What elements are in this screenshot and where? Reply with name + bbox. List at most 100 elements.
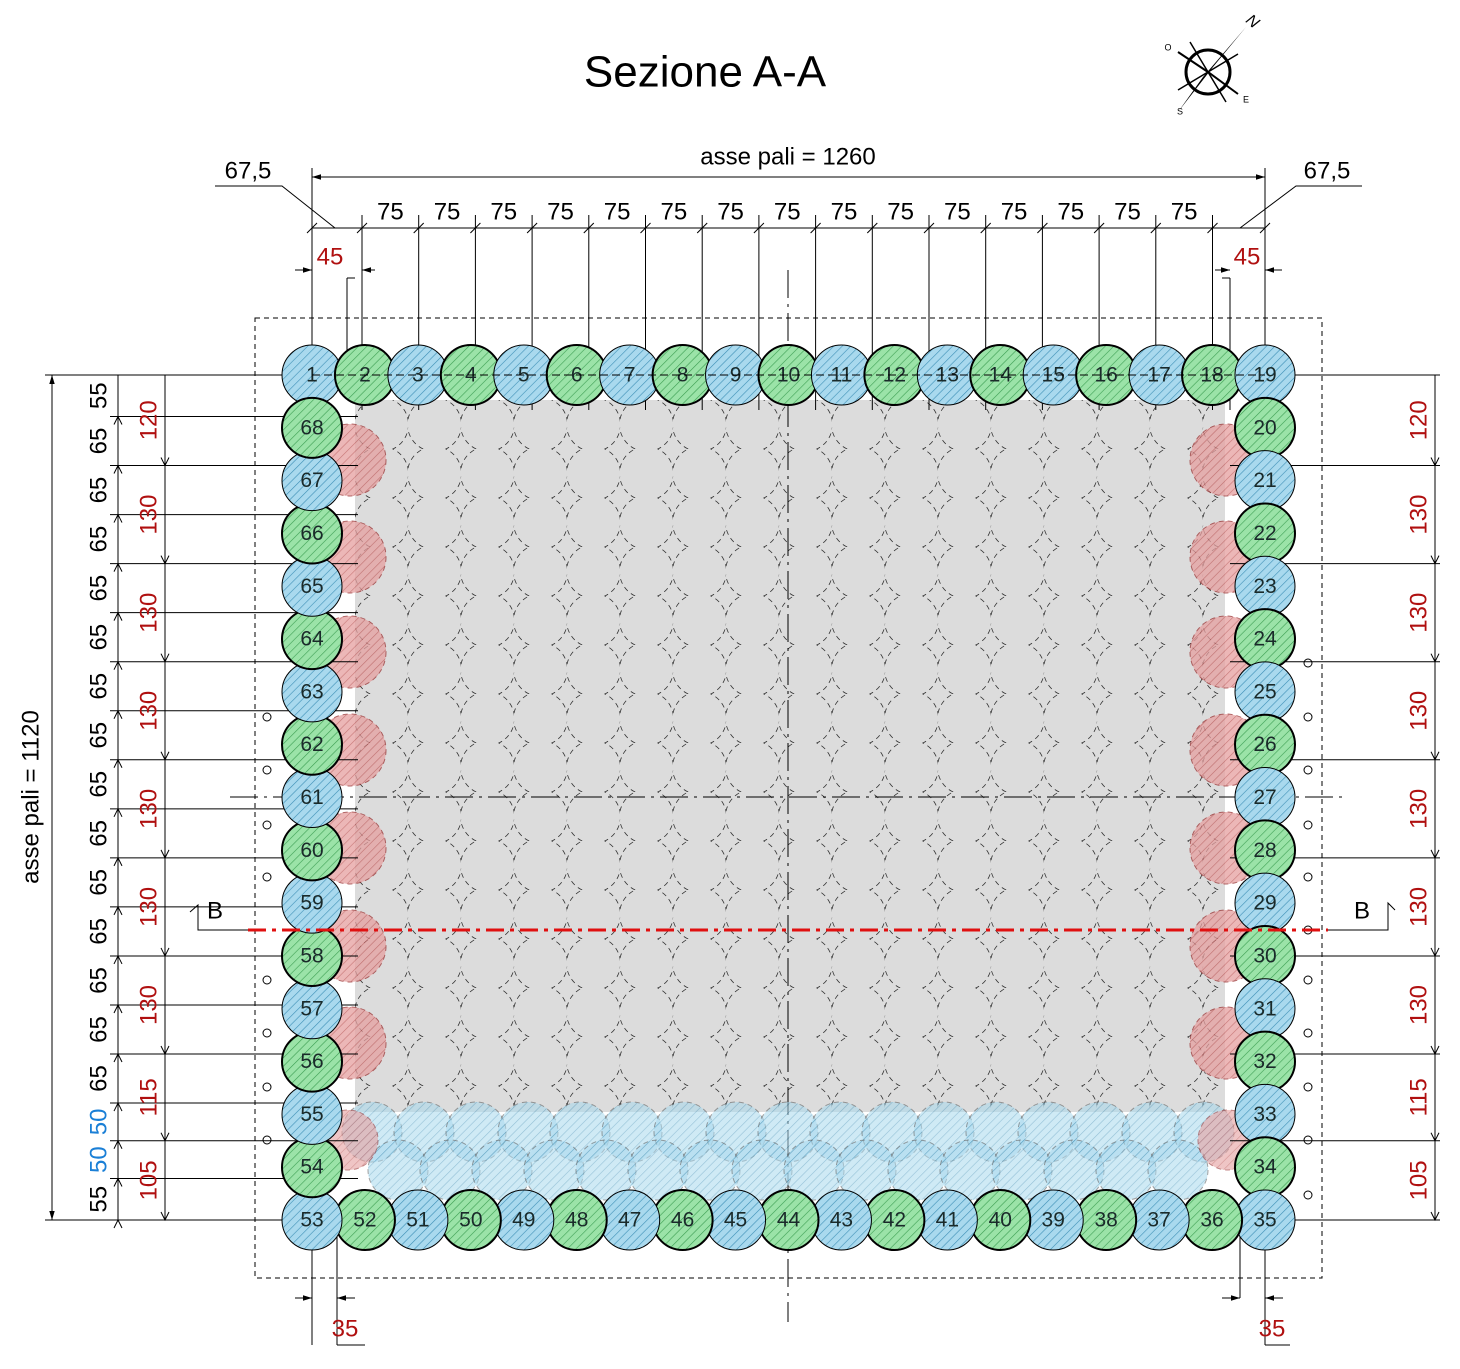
arrowhead	[113, 1052, 123, 1063]
dimension-label: 35	[1259, 1315, 1286, 1342]
pile-label: 62	[300, 733, 323, 756]
pile	[281, 396, 343, 459]
pile-label: 66	[300, 522, 323, 545]
dimension-label: asse pali = 1260	[700, 143, 875, 170]
arrowhead	[113, 513, 123, 523]
dimension-label: 65	[85, 771, 112, 798]
pile-label: 59	[300, 892, 323, 915]
tick	[1150, 222, 1162, 234]
pile-label: 49	[512, 1209, 535, 1232]
pile-label: 68	[300, 416, 323, 439]
dimension-label: 45	[317, 243, 344, 270]
pile-label: 29	[1253, 892, 1276, 915]
pile-label: 48	[565, 1209, 588, 1232]
compass-letter: N	[1242, 12, 1262, 33]
pile-label: 52	[353, 1209, 376, 1232]
arrowhead	[113, 562, 123, 572]
dimension-label: 105	[1405, 1160, 1432, 1200]
dimension-label: 75	[1057, 198, 1084, 225]
arrowhead	[160, 947, 170, 958]
pile-label: 13	[936, 364, 959, 387]
dimension-label: 65	[85, 820, 112, 847]
dimension-label: 130	[135, 495, 162, 535]
marker-dot	[1303, 820, 1313, 830]
dimension-label: 75	[604, 198, 631, 225]
arrowhead	[113, 807, 123, 818]
pile-label: 10	[777, 364, 800, 387]
pile-label: 67	[300, 469, 323, 492]
section-mark	[1328, 901, 1396, 931]
pile-label: 25	[1253, 680, 1276, 703]
pile-label: 47	[618, 1209, 641, 1232]
marker-dot	[262, 765, 272, 775]
compass-letter: E	[1243, 94, 1249, 104]
dimension-label: 35	[332, 1315, 359, 1342]
arrowhead	[113, 415, 123, 425]
dimension-label: 75	[1001, 198, 1028, 225]
dimension-label: 55	[85, 1186, 112, 1213]
dimension-label: 130	[1405, 593, 1432, 633]
tick	[413, 222, 425, 234]
pile-label: 41	[936, 1209, 959, 1232]
dimension-label: 65	[85, 526, 112, 553]
marker-dot	[1303, 658, 1313, 668]
marker-dot	[262, 820, 272, 830]
dimension-label: B	[1354, 897, 1370, 924]
pile-label: 3	[412, 364, 424, 387]
dimension-label: 65	[85, 428, 112, 455]
dimension-label: 75	[547, 198, 574, 225]
dimension-label: 75	[1171, 198, 1198, 225]
arrowhead	[160, 1045, 170, 1056]
dimension-label: 65	[85, 1065, 112, 1092]
tick	[1093, 222, 1105, 234]
dimension-label: 130	[135, 985, 162, 1025]
marker-dot	[262, 975, 272, 985]
dimension-label: 75	[944, 198, 971, 225]
arrowhead	[160, 457, 170, 467]
leader	[1239, 185, 1362, 229]
pile-label: 43	[830, 1209, 853, 1232]
arrowhead	[1430, 1211, 1440, 1222]
tick	[980, 222, 992, 234]
pile-label: 39	[1042, 1209, 1065, 1232]
marker-dot	[1303, 712, 1313, 722]
arrowhead	[160, 1132, 170, 1142]
dimension-label: 65	[85, 722, 112, 749]
dimension-label: 75	[1114, 198, 1141, 225]
tick	[1037, 222, 1048, 234]
arrowhead	[113, 1177, 123, 1187]
dimension-label: 75	[717, 198, 744, 225]
leader	[215, 185, 336, 229]
dimension-label: 75	[774, 198, 801, 225]
tick	[526, 222, 538, 234]
dimension-label: 75	[887, 198, 914, 225]
marker-dot	[262, 1028, 272, 1038]
compass-letter: O	[1164, 42, 1171, 52]
pile-label: 38	[1094, 1209, 1117, 1232]
dimension-label: 105	[135, 1160, 162, 1200]
pile-label: 35	[1253, 1209, 1276, 1232]
arrowhead	[1430, 751, 1440, 761]
pile-label: 27	[1253, 786, 1276, 809]
dimension-label: 130	[135, 691, 162, 731]
pile-label: 56	[300, 1050, 323, 1073]
dimension-label: 65	[85, 918, 112, 945]
pile-label: 8	[677, 364, 689, 387]
compass-star	[1177, 51, 1239, 95]
pile-label: 23	[1253, 575, 1276, 598]
tick	[753, 222, 765, 234]
arrowhead	[160, 555, 170, 565]
pile-label: 51	[406, 1209, 429, 1232]
marker-dot	[1303, 1135, 1313, 1145]
pile-label: 61	[300, 786, 323, 809]
pile-label: 36	[1200, 1209, 1223, 1232]
tick	[1207, 222, 1218, 234]
pile-label: 28	[1253, 839, 1276, 862]
pile-label: 26	[1253, 733, 1276, 756]
arrowhead	[113, 856, 123, 867]
tick	[470, 222, 481, 234]
arrowhead	[1430, 849, 1440, 859]
arrowhead	[1430, 653, 1440, 663]
arrowhead	[113, 1003, 123, 1014]
